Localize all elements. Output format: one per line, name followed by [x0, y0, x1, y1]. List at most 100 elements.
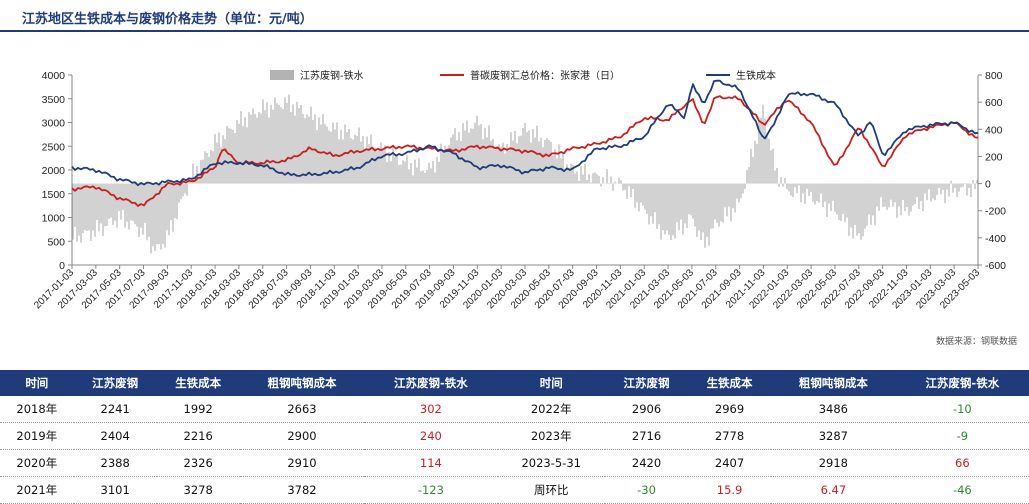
spread-bar	[148, 184, 149, 237]
spread-bar	[548, 140, 549, 183]
table-cell: 2241	[74, 396, 157, 423]
spread-bar	[246, 127, 247, 183]
spread-bar	[750, 149, 751, 184]
legend-label: 生铁成本	[736, 69, 776, 82]
spread-bar	[436, 157, 437, 184]
spread-bar	[742, 184, 743, 194]
spread-bar	[768, 139, 769, 184]
spread-bar	[662, 184, 663, 231]
spread-bar	[486, 137, 487, 183]
spread-bar	[408, 169, 409, 183]
spread-bar	[782, 184, 783, 187]
spread-bar	[318, 118, 319, 184]
spread-bar	[872, 184, 873, 216]
spread-bar	[330, 132, 331, 184]
spread-bar	[672, 184, 673, 236]
spread-bar	[602, 177, 603, 183]
spread-bar	[176, 184, 177, 220]
y-left-tick-label: 500	[47, 236, 65, 248]
spread-bar	[102, 184, 103, 236]
y-right-tick-label: 600	[985, 97, 1003, 109]
spread-bar	[410, 163, 411, 184]
spread-bar	[420, 171, 421, 183]
spread-bar	[832, 184, 833, 201]
spread-bar	[692, 184, 693, 219]
spread-bar	[466, 121, 467, 184]
spread-bar	[706, 184, 707, 237]
table-cell: 3782	[240, 477, 365, 504]
table-cell: 66	[896, 450, 1029, 477]
table-cell: -46	[896, 477, 1029, 504]
spread-bar	[354, 135, 355, 184]
spread-bar	[552, 156, 553, 184]
spread-bar	[958, 184, 959, 192]
spread-bar	[174, 184, 175, 219]
spread-bar	[328, 130, 329, 183]
spread-bar	[580, 166, 581, 183]
spread-bar	[492, 139, 493, 184]
spread-bar	[940, 184, 941, 195]
spread-bar	[360, 142, 361, 184]
source-note: 数据来源：钢联数据	[936, 334, 1017, 347]
spread-bar	[694, 184, 695, 227]
spread-bar	[374, 148, 375, 184]
spread-bar	[858, 184, 859, 234]
spread-bar	[212, 151, 213, 183]
table-cell: 2019年	[0, 423, 74, 450]
spread-bar	[612, 184, 613, 191]
spread-bar	[644, 184, 645, 210]
table-cell: 2023-5-31	[498, 450, 605, 477]
spread-bar	[886, 184, 887, 210]
spread-bar	[810, 184, 811, 192]
spread-bar	[566, 164, 567, 183]
spread-bar	[236, 120, 237, 183]
spread-bar	[462, 123, 463, 184]
spread-bar	[298, 108, 299, 183]
spread-bar	[762, 105, 763, 184]
spread-bar	[454, 128, 455, 183]
table-header-cell: 生铁成本	[157, 370, 240, 396]
spread-bar	[792, 184, 793, 198]
spread-bar	[844, 184, 845, 222]
spread-bar	[242, 126, 243, 183]
spread-bar	[178, 184, 179, 203]
spread-bar	[110, 184, 111, 218]
spread-bar	[570, 164, 571, 184]
spread-bar	[334, 129, 335, 183]
spread-bar	[518, 136, 519, 183]
spread-bar	[376, 151, 377, 183]
spread-bar	[578, 181, 579, 184]
spread-bar	[878, 184, 879, 211]
spread-bar	[710, 184, 711, 229]
spread-bar	[864, 184, 865, 229]
spread-bar	[664, 184, 665, 235]
spread-bar	[442, 152, 443, 183]
table-cell: 2022年	[498, 396, 605, 423]
spread-bar	[558, 144, 559, 183]
y-left-tick-label: 2500	[42, 141, 66, 153]
spread-bar	[348, 129, 349, 184]
spread-bar	[928, 184, 929, 190]
spread-bar	[168, 184, 169, 235]
spread-bar	[86, 184, 87, 231]
spread-bar	[164, 184, 165, 248]
spread-bar	[582, 175, 583, 184]
y-right-tick-label: 0	[985, 179, 991, 191]
spread-bar	[918, 184, 919, 209]
spread-bar	[474, 123, 475, 184]
spread-bar	[336, 122, 337, 183]
spread-bar	[78, 184, 79, 236]
table-cell: -123	[364, 477, 497, 504]
spread-bar	[684, 184, 685, 224]
spread-bar	[910, 184, 911, 212]
spread-bar	[686, 184, 687, 228]
spread-bar	[72, 184, 73, 240]
table-cell: -30	[605, 477, 688, 504]
spread-bar	[396, 155, 397, 184]
legend-label: 普碳废钢汇总价格：张家港（日）	[470, 69, 620, 82]
spread-bar	[766, 133, 767, 184]
y-right-tick-label: -400	[985, 233, 1006, 245]
spread-bar	[156, 184, 157, 245]
spread-bar	[870, 184, 871, 225]
spread-bar	[94, 184, 95, 237]
